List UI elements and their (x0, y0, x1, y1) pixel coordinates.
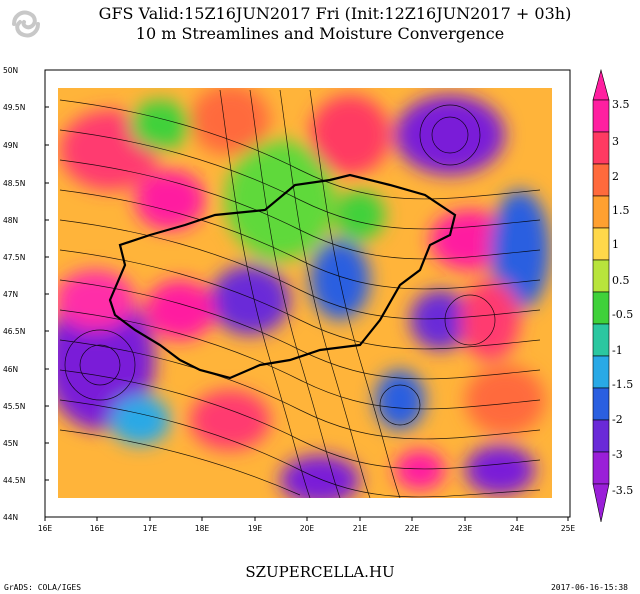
svg-text:16E: 16E (38, 524, 53, 533)
colorbar-segment (592, 451, 610, 485)
colorbar-label: -1.5 (612, 378, 633, 391)
svg-text:50N: 50N (3, 66, 18, 75)
svg-text:23E: 23E (458, 524, 473, 533)
lon-tick: 24E (510, 517, 525, 533)
svg-text:49N: 49N (3, 141, 18, 150)
lat-tick: 48N (3, 216, 49, 225)
lat-tick: 49.5N (3, 103, 49, 112)
svg-text:47N: 47N (3, 290, 18, 299)
lon-tick: 23E (458, 517, 473, 533)
colorbar-segment (592, 195, 610, 229)
svg-text:19E: 19E (248, 524, 263, 533)
generation-timestamp: 2017-06-16-15:38 (550, 583, 628, 592)
lon-tick: 20E (300, 517, 315, 533)
colorbar-segment (592, 355, 610, 389)
svg-text:44N: 44N (3, 513, 18, 522)
svg-text:45N: 45N (3, 439, 18, 448)
lon-tick: 16E (38, 517, 53, 533)
svg-text:46N: 46N (3, 365, 18, 374)
svg-text:45.5N: 45.5N (3, 402, 25, 411)
streamlines (59, 89, 541, 498)
colorbar-bottom-arrow (592, 483, 610, 523)
site-name: SZUPERCELLA.HU (245, 563, 395, 581)
colorbar-label: -0.5 (612, 308, 633, 321)
lat-tick: 47.5N (3, 253, 49, 262)
lat-tick: 44.5N (3, 476, 49, 485)
lon-tick: 22E (405, 517, 420, 533)
lon-tick: 18E (195, 517, 210, 533)
colorbar-segment (592, 131, 610, 165)
svg-text:49.5N: 49.5N (3, 103, 25, 112)
svg-text:24E: 24E (510, 524, 525, 533)
colorbar-top-arrow (592, 68, 610, 101)
svg-text:48N: 48N (3, 216, 18, 225)
svg-text:46.5N: 46.5N (3, 327, 25, 336)
colorbar-segment (592, 259, 610, 293)
lat-tick: 49N (3, 141, 49, 150)
colorbar-segment (592, 387, 610, 421)
svg-text:20E: 20E (300, 524, 315, 533)
lon-tick: 25E (561, 517, 576, 533)
colorbar-label: 3.5 (612, 98, 630, 111)
colorbar-segment (592, 163, 610, 197)
lat-tick: 47N (3, 290, 49, 299)
lat-tick: 45N (3, 439, 49, 448)
lat-tick: 46.5N (3, 327, 49, 336)
map-title-line2: 10 m Streamlines and Moisture Convergenc… (135, 24, 505, 43)
colorbar-segment (592, 291, 610, 325)
svg-text:48.5N: 48.5N (3, 179, 25, 188)
svg-text:17E: 17E (143, 524, 158, 533)
svg-text:18E: 18E (195, 524, 210, 533)
colorbar-segment (592, 323, 610, 357)
map-title-line1: GFS Valid:15Z16JUN2017 Fri (Init:12Z16JU… (98, 4, 572, 23)
colorbar-segment (592, 419, 610, 453)
svg-text:22E: 22E (405, 524, 420, 533)
svg-text:47.5N: 47.5N (3, 253, 25, 262)
moisture-convergence-field (58, 88, 552, 498)
lon-tick: 19E (248, 517, 263, 533)
svg-text:21E: 21E (353, 524, 368, 533)
colorbar-label: 1.5 (612, 204, 630, 217)
colorbar-label: -1 (612, 344, 623, 357)
colorbar-segment (592, 99, 610, 133)
lat-tick: 48.5N (3, 179, 49, 188)
colorbar-label: 3 (612, 135, 619, 148)
colorbar-label: 1 (612, 238, 619, 251)
colorbar-label: -3 (612, 448, 623, 461)
lon-axis: 16E 16E 17E 18E 19E 20E 21E 22E 23E 24E … (38, 517, 576, 533)
colorbar-label: -3.5 (612, 484, 633, 497)
colorbar-label: 2 (612, 170, 619, 183)
country-border (108, 173, 457, 380)
logo-icon (6, 4, 46, 44)
lat-tick: 50N (3, 66, 49, 75)
colorbar: 3.5 3 2 1.5 1 0.5 -0.5 -1 -1.5 -2 -3 -3.… (592, 68, 633, 523)
svg-text:16E: 16E (90, 524, 105, 533)
lat-tick: 44N (3, 513, 49, 522)
colorbar-label: -2 (612, 413, 623, 426)
lon-tick: 16E (90, 517, 105, 533)
lon-tick: 21E (353, 517, 368, 533)
lat-axis: 50N 49.5N 49N 48.5N 48N 47.5N 47N 46.5N … (3, 66, 49, 522)
grads-credit: GrADS: COLA/IGES (4, 583, 82, 592)
colorbar-label: 0.5 (612, 274, 630, 287)
svg-text:25E: 25E (561, 524, 576, 533)
lon-tick: 17E (143, 517, 158, 533)
colorbar-segment (592, 227, 610, 261)
lat-tick: 45.5N (3, 402, 49, 411)
lat-tick: 46N (3, 365, 49, 374)
svg-text:44.5N: 44.5N (3, 476, 25, 485)
